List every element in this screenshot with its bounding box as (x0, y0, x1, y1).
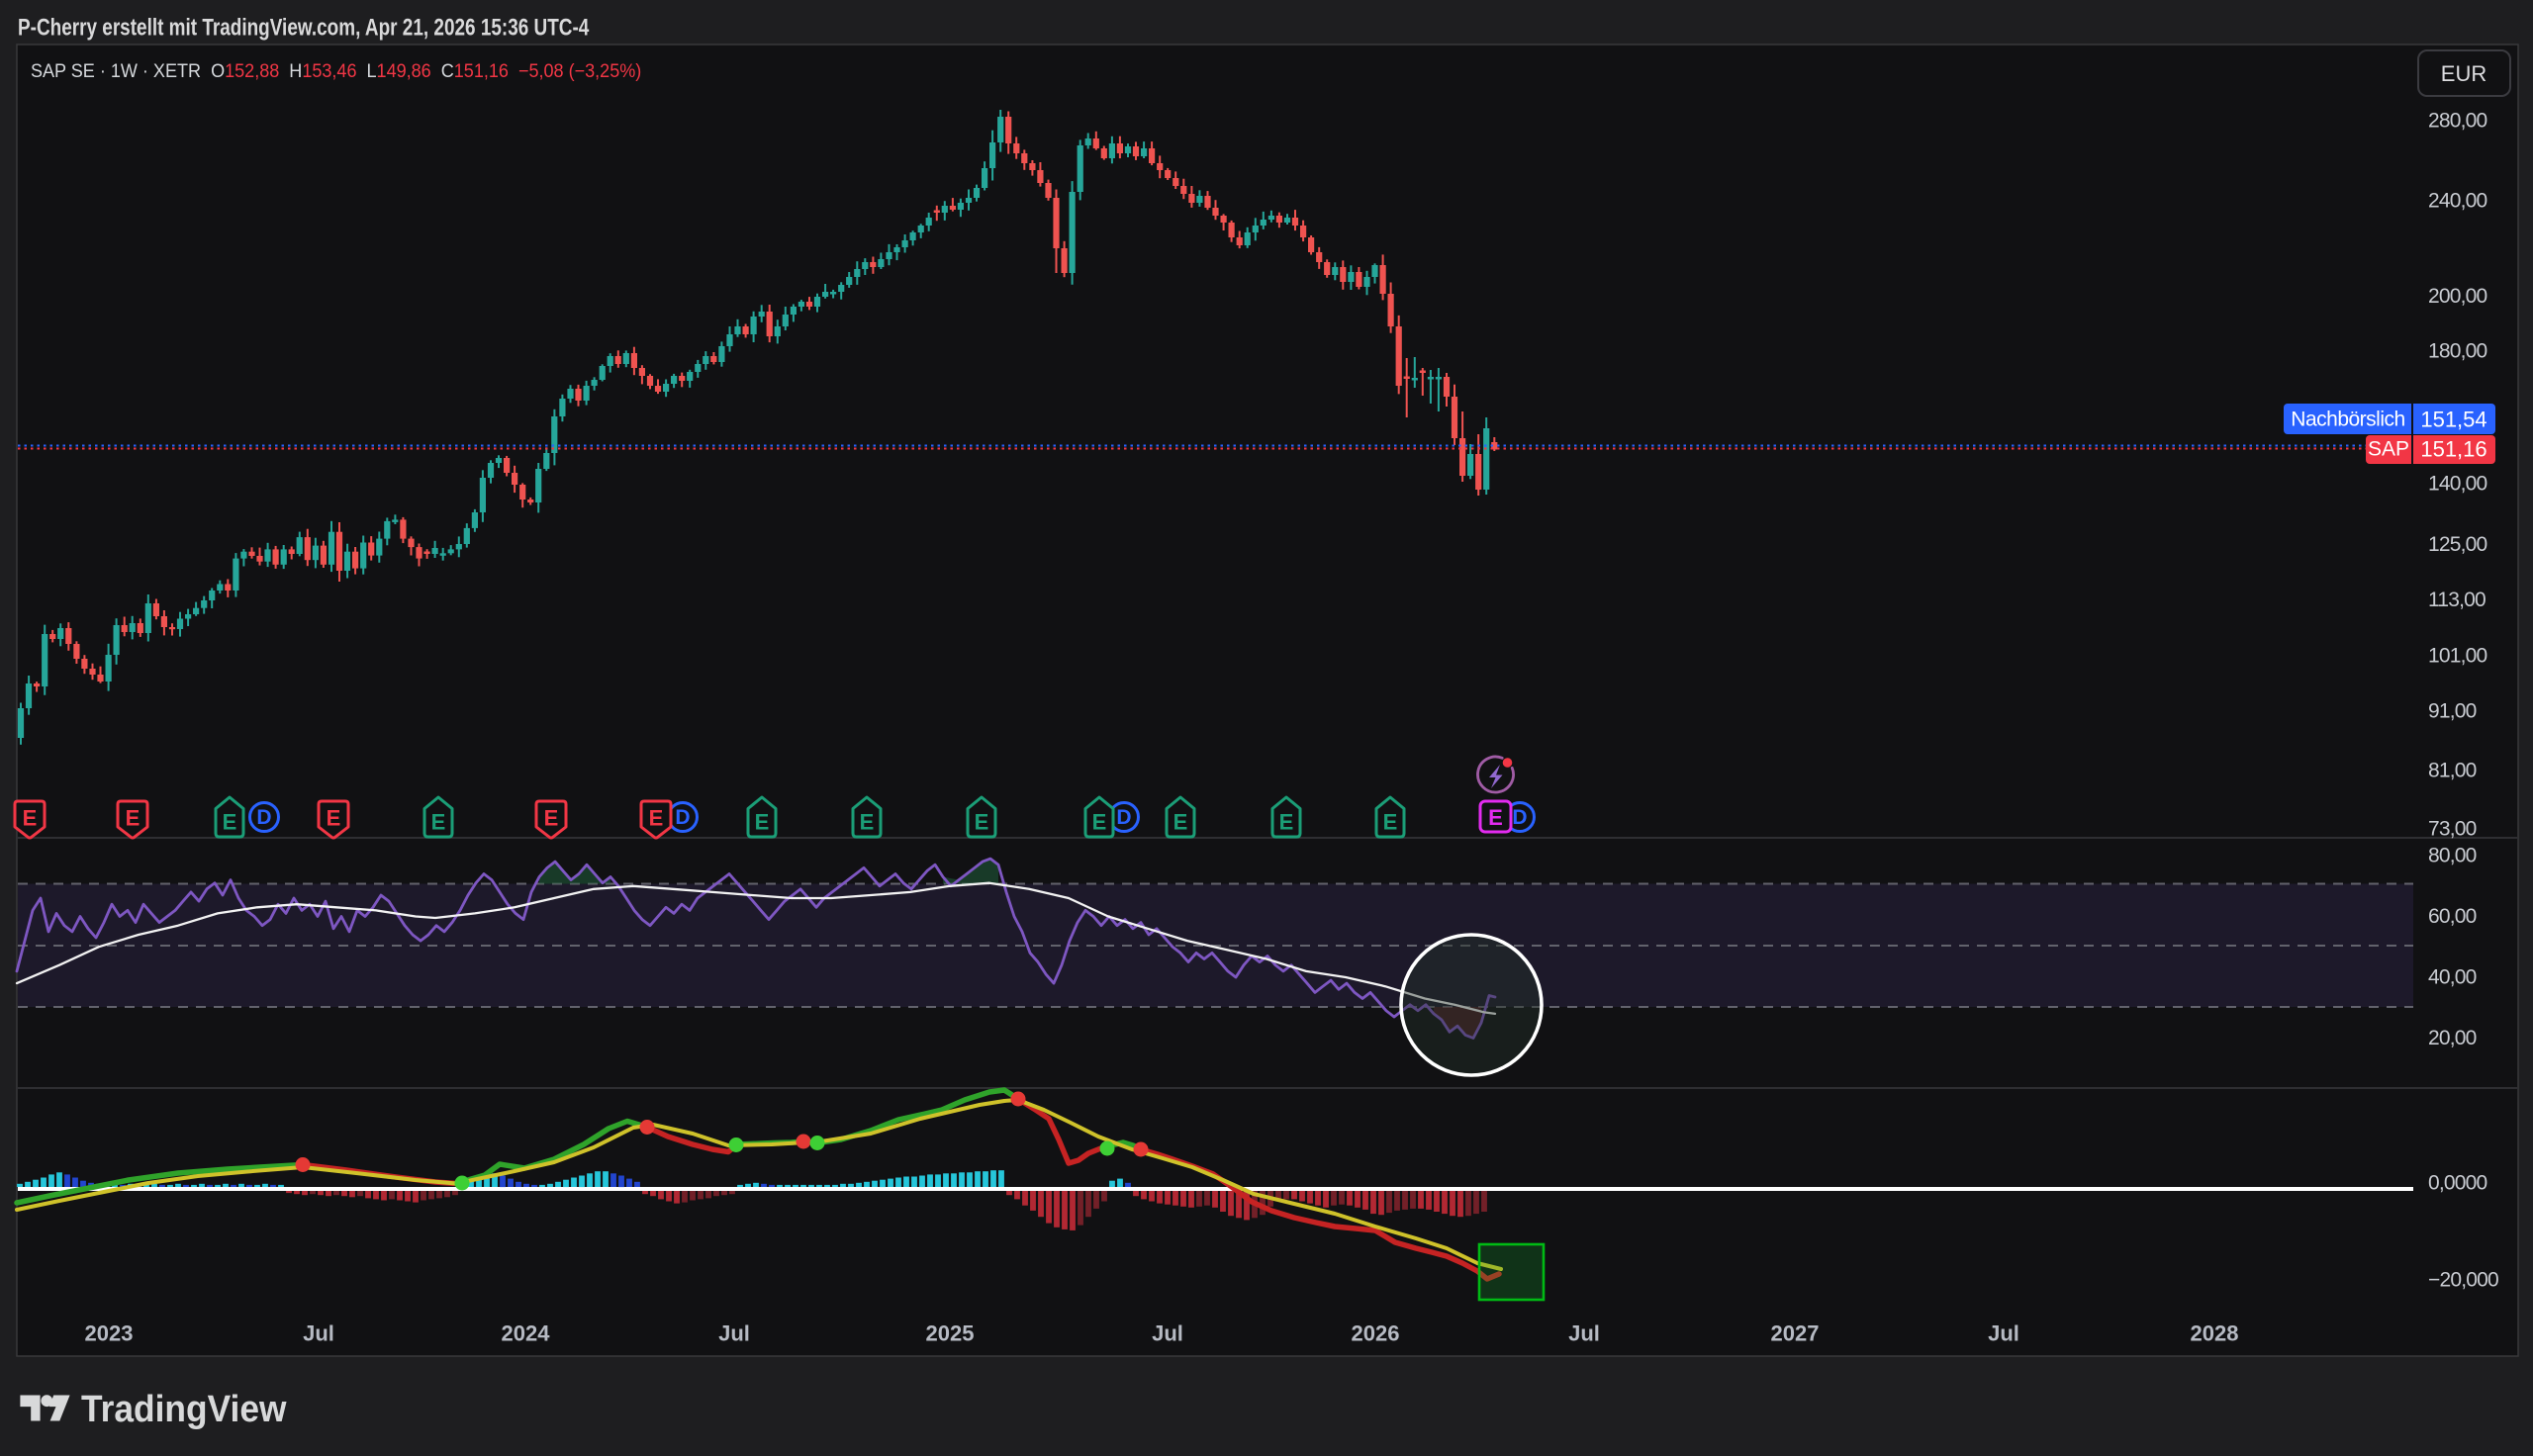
svg-text:125,00: 125,00 (2428, 533, 2487, 556)
svg-text:60,00: 60,00 (2428, 905, 2477, 928)
svg-text:2023: 2023 (85, 1321, 134, 1346)
svg-text:40,00: 40,00 (2428, 966, 2477, 989)
svg-text:E: E (431, 810, 446, 835)
svg-text:113,00: 113,00 (2428, 589, 2486, 611)
svg-text:SAP: SAP (2368, 438, 2409, 461)
svg-text:TradingView: TradingView (81, 1388, 287, 1429)
svg-text:E: E (1279, 810, 1294, 835)
svg-text:2026: 2026 (1352, 1321, 1400, 1346)
svg-text:101,00: 101,00 (2428, 645, 2487, 668)
svg-text:200,00: 200,00 (2428, 285, 2487, 308)
svg-text:81,00: 81,00 (2428, 760, 2477, 782)
svg-text:2028: 2028 (2191, 1321, 2239, 1346)
svg-text:E: E (23, 806, 38, 831)
svg-text:E: E (649, 806, 664, 831)
svg-text:20,00: 20,00 (2428, 1027, 2477, 1049)
svg-text:E: E (1383, 810, 1398, 835)
svg-text:E: E (755, 810, 770, 835)
svg-text:E: E (327, 806, 341, 831)
svg-text:280,00: 280,00 (2428, 110, 2487, 133)
svg-text:240,00: 240,00 (2428, 190, 2487, 213)
svg-text:2027: 2027 (1771, 1321, 1820, 1346)
svg-text:E: E (126, 806, 141, 831)
svg-text:91,00: 91,00 (2428, 700, 2477, 723)
svg-text:P-Cherry erstellt mit TradingV: P-Cherry erstellt mit TradingView.com, A… (18, 13, 589, 41)
svg-text:180,00: 180,00 (2428, 340, 2487, 363)
svg-text:E: E (975, 810, 989, 835)
svg-text:151,16: 151,16 (2420, 437, 2486, 462)
svg-text:2024: 2024 (502, 1321, 551, 1346)
svg-text:Jul: Jul (1988, 1321, 2019, 1346)
svg-text:E: E (1173, 810, 1188, 835)
svg-text:E: E (860, 810, 875, 835)
svg-text:E: E (223, 810, 237, 835)
svg-text:EUR: EUR (2441, 61, 2486, 86)
svg-text:E: E (1488, 805, 1503, 830)
svg-text:E: E (544, 806, 559, 831)
svg-text:73,00: 73,00 (2428, 818, 2477, 841)
svg-text:−20,000: −20,000 (2428, 1269, 2498, 1292)
svg-text:2025: 2025 (926, 1321, 975, 1346)
svg-text:0,0000: 0,0000 (2428, 1172, 2487, 1195)
svg-text:Jul: Jul (1152, 1321, 1183, 1346)
svg-text:SAP SE · 1W · XETR O152,88 H: SAP SE · 1W · XETR O152,88 H153,46 L149,… (31, 59, 641, 81)
svg-text:Jul: Jul (1568, 1321, 1600, 1346)
svg-text:80,00: 80,00 (2428, 845, 2477, 867)
svg-text:D: D (1116, 806, 1131, 829)
svg-text:140,00: 140,00 (2428, 473, 2487, 496)
svg-text:151,54: 151,54 (2420, 408, 2486, 432)
svg-text:E: E (1092, 810, 1107, 835)
svg-text:Jul: Jul (303, 1321, 334, 1346)
svg-text:D: D (256, 806, 271, 829)
svg-text:Jul: Jul (718, 1321, 750, 1346)
svg-text:D: D (1512, 806, 1527, 829)
svg-text:Nachbörslich: Nachbörslich (2291, 409, 2404, 431)
svg-text:D: D (675, 806, 690, 829)
